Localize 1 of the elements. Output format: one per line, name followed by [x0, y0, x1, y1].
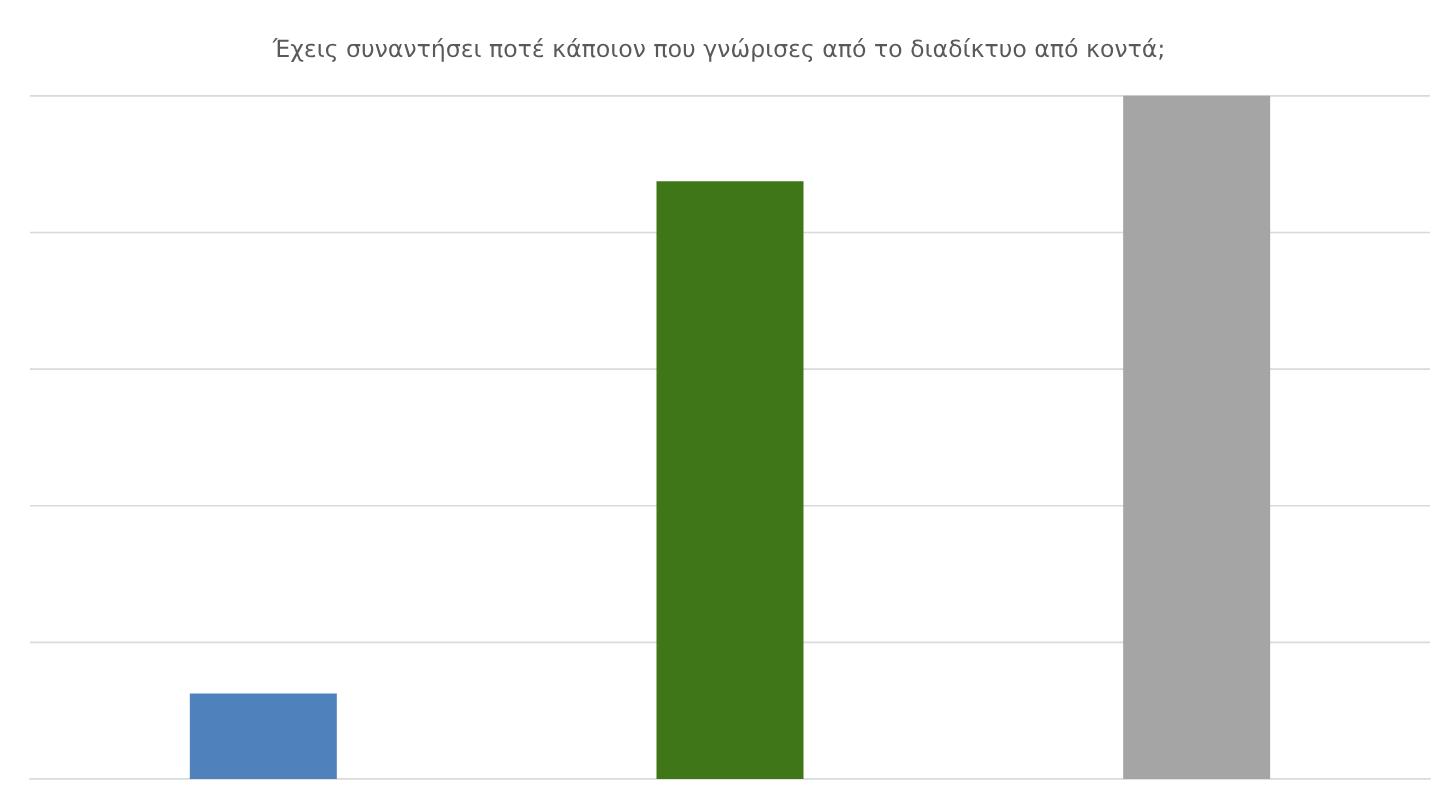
chart-title: Έχεις συναντήσει ποτέ κάποιον που γνώρισες από το διαδίκτυο από κοντά;: [272, 38, 1163, 62]
